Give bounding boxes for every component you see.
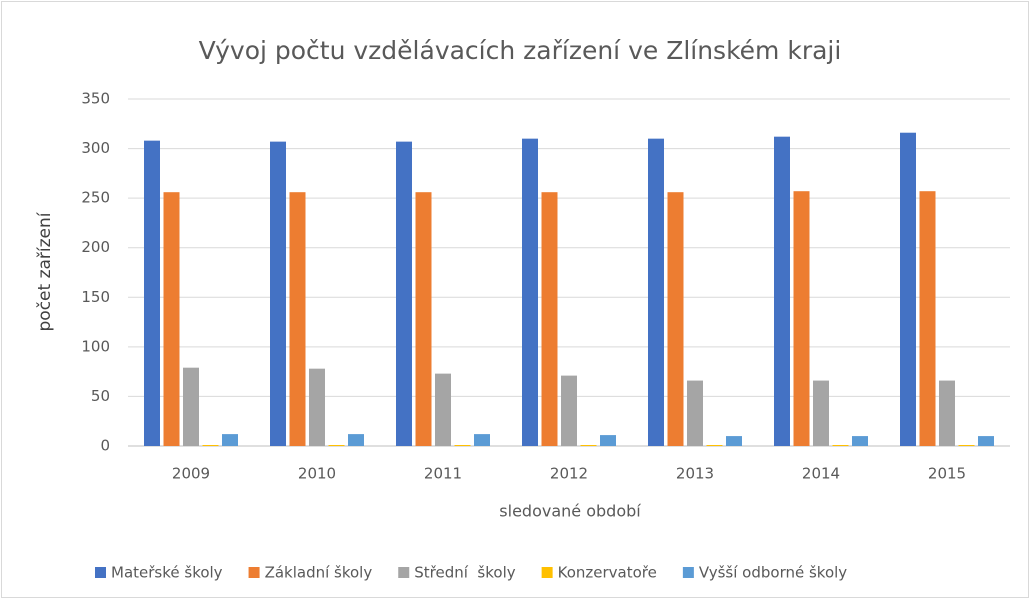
bar: [309, 368, 325, 446]
bar: [541, 192, 558, 446]
bar: [648, 138, 664, 446]
legend-label: Vyšší odborné školy: [699, 564, 847, 582]
legend-label: Základní školy: [265, 564, 373, 582]
bar: [289, 192, 306, 446]
bar: [774, 136, 790, 446]
legend-swatch: [541, 567, 553, 578]
bar: [435, 373, 451, 446]
bar: [183, 367, 199, 446]
bar: [793, 191, 810, 446]
bar: [919, 191, 936, 446]
x-tick-label: 2012: [550, 465, 588, 483]
bar: [813, 380, 829, 446]
bar: [687, 380, 703, 446]
x-tick-label: 2015: [928, 465, 966, 483]
x-tick-label: 2014: [802, 465, 840, 483]
legend-label: Mateřské školy: [111, 564, 223, 582]
bar: [163, 192, 180, 446]
y-axis-label: počet zařízení: [35, 211, 55, 331]
legend-swatch: [95, 567, 106, 578]
bar: [561, 375, 577, 446]
y-tick-label: 150: [81, 288, 110, 306]
bar: [222, 434, 238, 446]
bar: [415, 192, 432, 446]
bar: [348, 434, 364, 446]
bar: [270, 141, 286, 447]
bar: [328, 445, 345, 446]
bar: [580, 445, 597, 446]
bar: [396, 141, 412, 447]
x-tick-label: 2013: [676, 465, 714, 483]
x-tick-label: 2009: [172, 465, 210, 483]
legend-label: Konzervatoře: [558, 564, 657, 582]
bar: [958, 445, 975, 446]
bar: [900, 132, 916, 447]
legend-label: Střední školy: [414, 564, 516, 582]
y-tick-label: 50: [91, 387, 110, 405]
x-axis-label: sledované období: [499, 502, 641, 521]
bar: [522, 138, 538, 446]
legend-swatch: [398, 567, 410, 578]
bar: [474, 434, 490, 446]
bar: [600, 435, 616, 446]
chart-title: Vývoj počtu vzdělávacích zařízení ve Zlí…: [199, 36, 842, 65]
bar: [144, 140, 160, 446]
y-tick-label: 350: [81, 90, 110, 108]
bar: [832, 445, 849, 446]
bar: [454, 445, 471, 446]
y-tick-label: 100: [81, 337, 110, 355]
bar: [939, 380, 955, 446]
y-tick-label: 0: [100, 437, 110, 455]
bar: [667, 192, 684, 446]
x-tick-label: 2010: [298, 465, 336, 483]
bar: [202, 445, 219, 446]
y-tick-label: 200: [81, 238, 110, 256]
bar: [726, 436, 742, 446]
legend-swatch: [682, 567, 694, 578]
y-tick-label: 300: [81, 139, 110, 157]
bar: [978, 436, 994, 446]
y-tick-label: 250: [81, 189, 110, 207]
bar: [706, 445, 723, 446]
bar: [852, 436, 868, 446]
x-tick-label: 2011: [424, 465, 462, 483]
legend-swatch: [248, 567, 260, 578]
